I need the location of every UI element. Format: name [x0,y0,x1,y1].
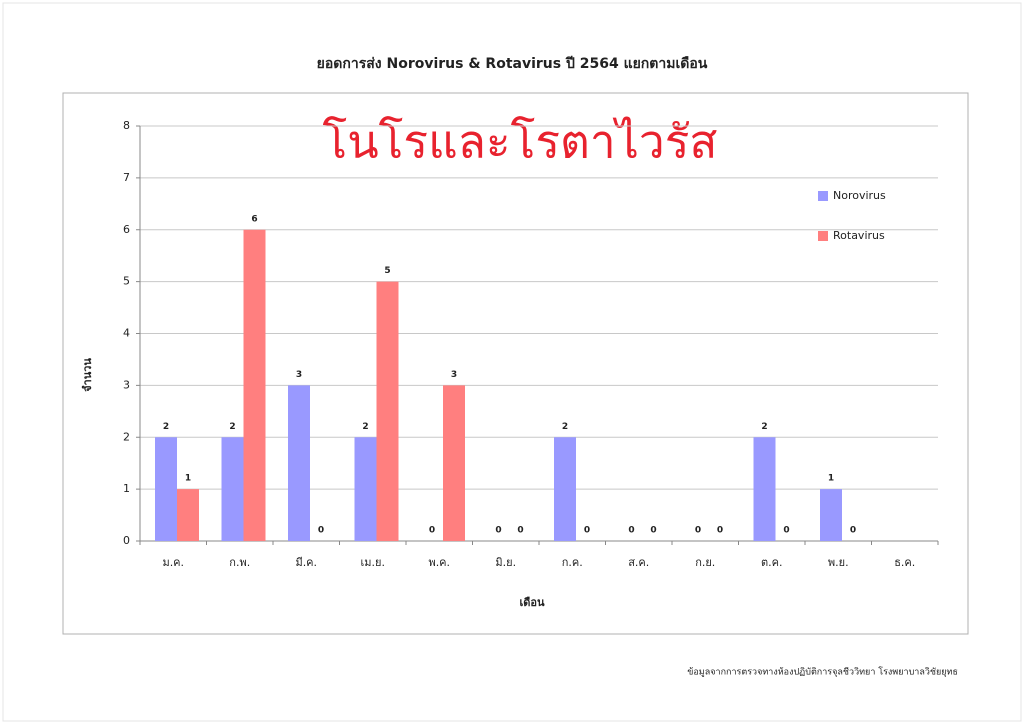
bar [288,385,310,541]
x-tick-label: ม.ค. [162,556,184,569]
y-tick-label: 4 [123,327,130,340]
value-label: 0 [850,526,856,536]
value-label: 1 [185,474,191,484]
bar [177,489,199,541]
value-label: 0 [717,526,723,536]
value-label: 0 [517,526,523,536]
bar [820,489,842,541]
x-tick-label: มิ.ย. [495,556,516,569]
y-tick-label: 1 [123,482,130,495]
x-axis-label: เดือน [519,596,545,609]
x-tick-label: ก.ค. [562,556,583,569]
y-tick-label: 6 [123,223,130,236]
bar [243,229,266,541]
x-tick-label: ธ.ค. [894,556,915,569]
value-label: 2 [362,422,368,432]
x-tick-label: เม.ย. [361,556,385,569]
value-label: 0 [429,526,435,536]
chart-frame [62,92,969,635]
value-label: 0 [695,526,701,536]
value-label: 0 [628,526,634,536]
value-label: 0 [584,526,590,536]
y-tick-label: 8 [123,119,130,132]
y-tick-label: 5 [123,275,130,288]
value-label: 0 [495,526,501,536]
value-label: 0 [318,526,324,536]
y-tick-label: 7 [123,171,130,184]
chart-title: ยอดการส่ง Norovirus & Rotavirus ปี 2564 … [317,56,708,72]
value-label: 0 [783,526,789,536]
value-label: 6 [251,214,257,224]
bar [443,385,465,541]
value-label: 0 [650,526,656,536]
x-tick-label: ต.ค. [761,556,783,569]
value-label: 5 [384,266,390,276]
y-tick-label: 3 [123,378,130,391]
bar [155,437,177,541]
legend-swatch [818,231,828,241]
legend-label: Rotavirus [833,229,885,242]
value-label: 3 [451,370,457,380]
x-tick-label: มี.ค. [295,556,317,569]
bar [221,437,244,541]
annotation: โนโรและโรตาไวรัส [323,115,718,169]
legend-swatch [818,191,828,201]
x-tick-label: พ.ย. [828,556,849,569]
x-tick-label: พ.ค. [428,556,450,569]
x-tick-label: ส.ค. [628,556,649,569]
legend-label: Norovirus [833,189,886,202]
value-label: 1 [828,474,834,484]
value-label: 2 [761,422,767,432]
footnote: ข้อมูลจากการตรวจทางห้องปฏิบัติการจุลชีวว… [687,667,958,678]
y-tick-label: 0 [123,534,130,547]
bar [354,437,377,541]
x-tick-label: ก.พ. [229,556,250,569]
y-axis-label: จำนวน [81,358,94,392]
y-tick-label: 2 [123,430,130,443]
bar [376,281,399,541]
x-tick-label: ก.ย. [695,556,715,569]
value-label: 2 [229,422,235,432]
value-label: 3 [296,370,302,380]
value-label: 2 [163,422,169,432]
value-label: 2 [562,422,568,432]
bar [554,437,576,541]
bar [753,437,776,541]
